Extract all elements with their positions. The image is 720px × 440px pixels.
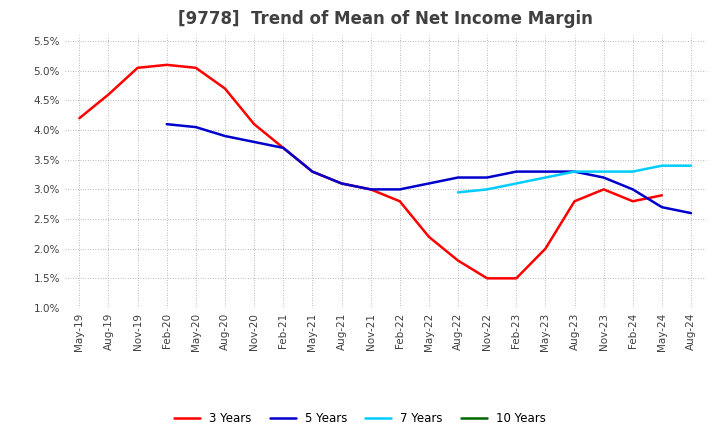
7 Years bbox=[483, 187, 492, 192]
3 Years bbox=[425, 234, 433, 239]
7 Years bbox=[687, 163, 696, 169]
3 Years bbox=[657, 193, 666, 198]
5 Years bbox=[629, 187, 637, 192]
3 Years bbox=[454, 258, 462, 263]
3 Years bbox=[133, 65, 142, 70]
3 Years bbox=[541, 246, 550, 251]
3 Years bbox=[75, 116, 84, 121]
3 Years bbox=[629, 198, 637, 204]
5 Years bbox=[454, 175, 462, 180]
5 Years bbox=[192, 125, 200, 130]
3 Years bbox=[250, 121, 258, 127]
5 Years bbox=[657, 205, 666, 210]
Legend: 3 Years, 5 Years, 7 Years, 10 Years: 3 Years, 5 Years, 7 Years, 10 Years bbox=[169, 407, 551, 430]
3 Years bbox=[337, 181, 346, 186]
3 Years bbox=[192, 65, 200, 70]
5 Years bbox=[337, 181, 346, 186]
3 Years bbox=[366, 187, 375, 192]
5 Years bbox=[541, 169, 550, 174]
Line: 3 Years: 3 Years bbox=[79, 65, 662, 279]
5 Years bbox=[483, 175, 492, 180]
5 Years bbox=[425, 181, 433, 186]
7 Years bbox=[657, 163, 666, 169]
3 Years bbox=[395, 198, 404, 204]
7 Years bbox=[541, 175, 550, 180]
3 Years bbox=[483, 276, 492, 281]
Title: [9778]  Trend of Mean of Net Income Margin: [9778] Trend of Mean of Net Income Margi… bbox=[178, 10, 593, 28]
5 Years bbox=[599, 175, 608, 180]
5 Years bbox=[395, 187, 404, 192]
5 Years bbox=[220, 133, 229, 139]
5 Years bbox=[163, 121, 171, 127]
3 Years bbox=[220, 86, 229, 91]
5 Years bbox=[512, 169, 521, 174]
3 Years bbox=[163, 62, 171, 67]
5 Years bbox=[250, 139, 258, 145]
3 Years bbox=[104, 92, 113, 97]
3 Years bbox=[279, 145, 287, 150]
3 Years bbox=[570, 198, 579, 204]
3 Years bbox=[308, 169, 317, 174]
3 Years bbox=[512, 276, 521, 281]
7 Years bbox=[629, 169, 637, 174]
7 Years bbox=[512, 181, 521, 186]
Line: 5 Years: 5 Years bbox=[167, 124, 691, 213]
Line: 7 Years: 7 Years bbox=[458, 166, 691, 192]
7 Years bbox=[454, 190, 462, 195]
5 Years bbox=[279, 145, 287, 150]
5 Years bbox=[570, 169, 579, 174]
5 Years bbox=[366, 187, 375, 192]
5 Years bbox=[308, 169, 317, 174]
3 Years bbox=[599, 187, 608, 192]
7 Years bbox=[570, 169, 579, 174]
5 Years bbox=[687, 210, 696, 216]
10 Years bbox=[657, 163, 666, 169]
7 Years bbox=[599, 169, 608, 174]
